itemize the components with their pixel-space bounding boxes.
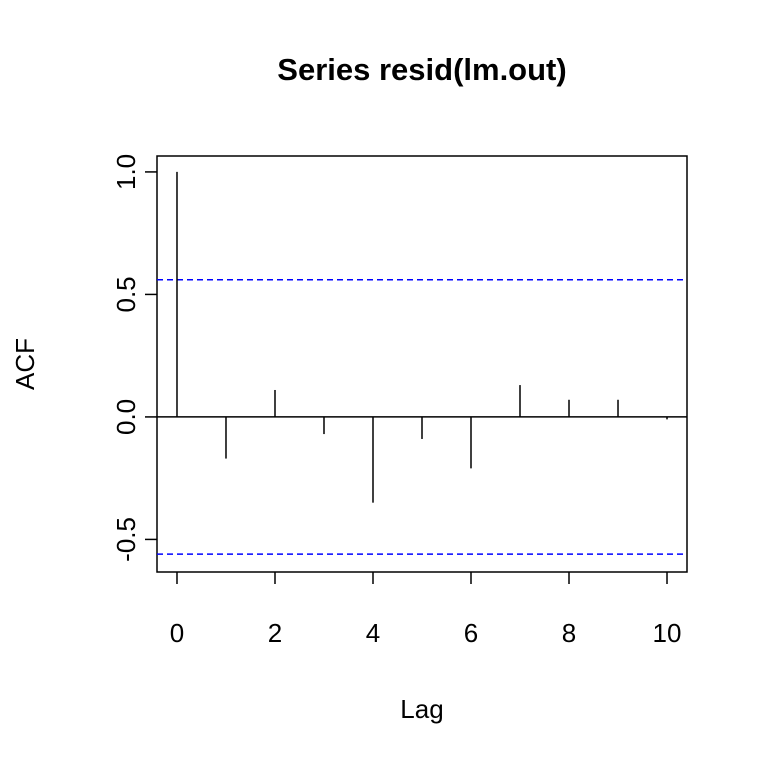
y-tick-label: 0.5 [111, 276, 141, 312]
x-tick-label: 4 [366, 618, 380, 648]
x-tick-label: 8 [562, 618, 576, 648]
chart-title: Series resid(lm.out) [277, 52, 566, 87]
x-axis-label: Lag [400, 694, 443, 724]
x-tick-label: 0 [170, 618, 184, 648]
x-tick-label: 2 [268, 618, 282, 648]
y-axis-label: ACF [10, 338, 40, 390]
x-tick-label: 10 [653, 618, 682, 648]
x-tick-label: 6 [464, 618, 478, 648]
plot-frame [156, 155, 688, 573]
y-tick-label: 0.0 [111, 399, 141, 435]
y-tick-label: -0.5 [111, 517, 141, 562]
y-tick-label: 1.0 [111, 154, 141, 190]
